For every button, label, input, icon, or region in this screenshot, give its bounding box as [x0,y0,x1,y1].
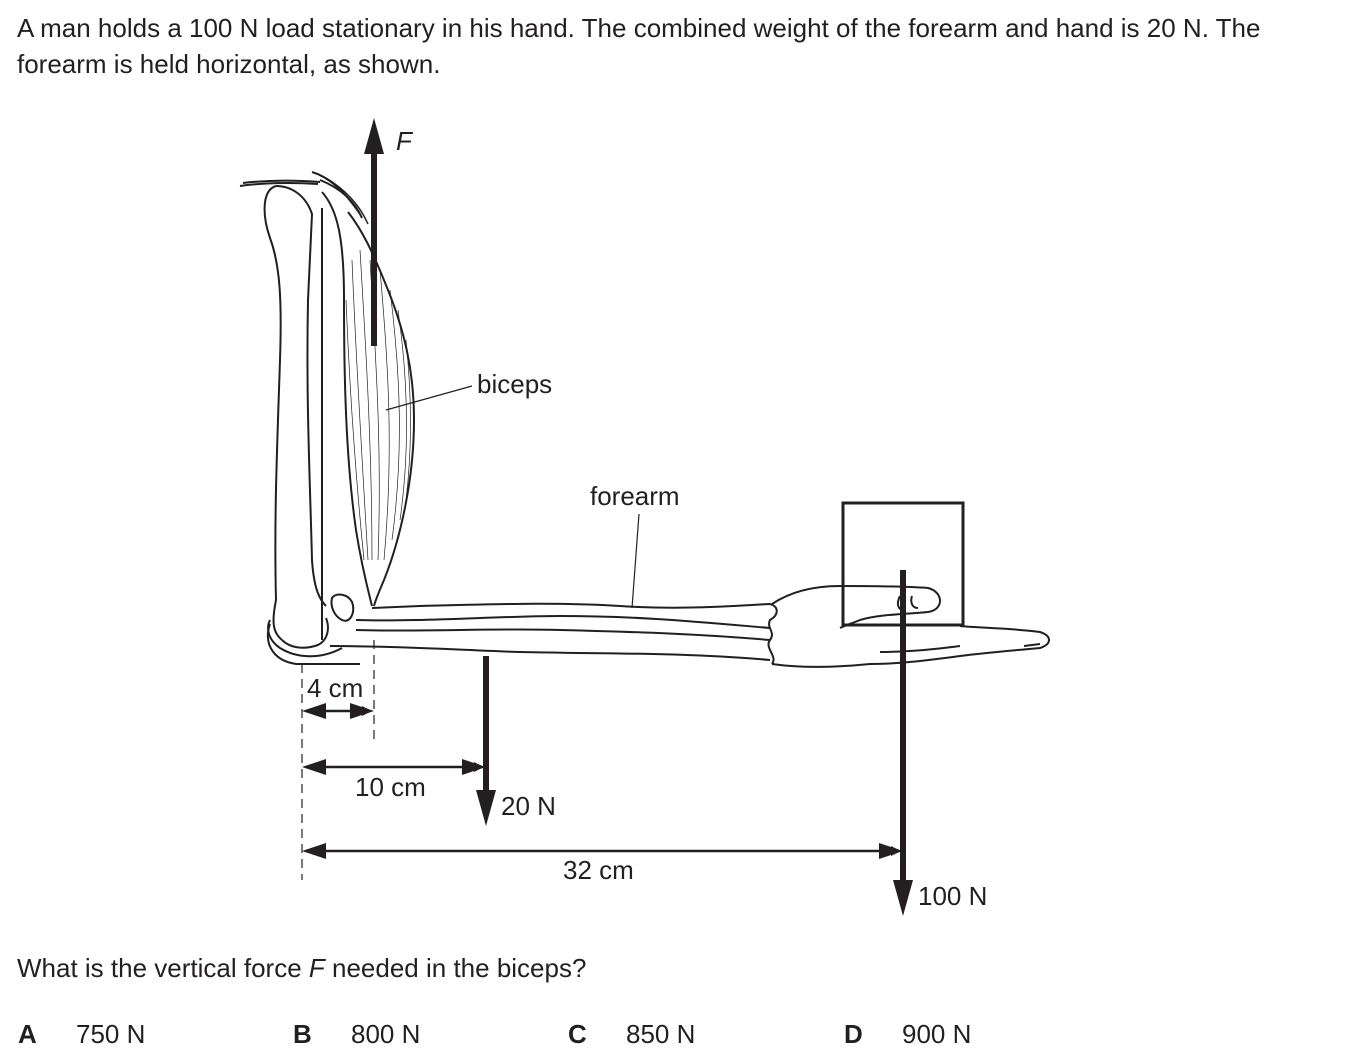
weight-20n-label: 20 N [501,791,556,821]
humerus-bone [239,179,360,665]
question-prompt-symbol: F [308,953,325,983]
dimension-4cm-label: 4 cm [307,673,363,703]
weight-100n-label: 100 N [918,881,987,911]
force-f-arrow [364,118,384,346]
option-b-value: 800 N [351,1019,421,1049]
biceps-label: biceps [477,369,552,399]
question-prompt-start: What is the vertical force [17,953,309,983]
dimension-arrowheads-left [302,703,903,859]
question-prompt-end: needed in the biceps? [324,953,587,983]
option-b-letter: B [293,1019,312,1049]
biceps-muscle [311,171,416,640]
option-a-value: 750 N [76,1019,146,1049]
weight-20n-arrow [476,656,496,826]
forearm-bones [329,593,778,665]
dimension-10cm-label: 10 cm [355,772,426,802]
leader-lines [385,385,640,609]
hand [771,584,1050,668]
option-d[interactable]: D 900 N [844,1016,971,1052]
weight-100n-arrow [893,570,913,916]
forearm-label: forearm [590,481,680,511]
question-prompt: What is the vertical force F needed in t… [17,950,586,986]
reference-lines [301,640,375,880]
option-d-letter: D [844,1019,863,1049]
option-d-value: 900 N [902,1019,972,1049]
dimension-32cm-label: 32 cm [563,855,634,885]
option-c-letter: C [568,1019,587,1049]
option-c-value: 850 N [626,1019,696,1049]
question-intro: A man holds a 100 N load stationary in h… [17,13,1261,79]
option-c[interactable]: C 850 N [568,1016,695,1052]
option-a-letter: A [18,1019,37,1049]
option-a[interactable]: A 750 N [18,1016,145,1052]
option-b[interactable]: B 800 N [293,1016,420,1052]
force-f-label: F [396,126,414,156]
